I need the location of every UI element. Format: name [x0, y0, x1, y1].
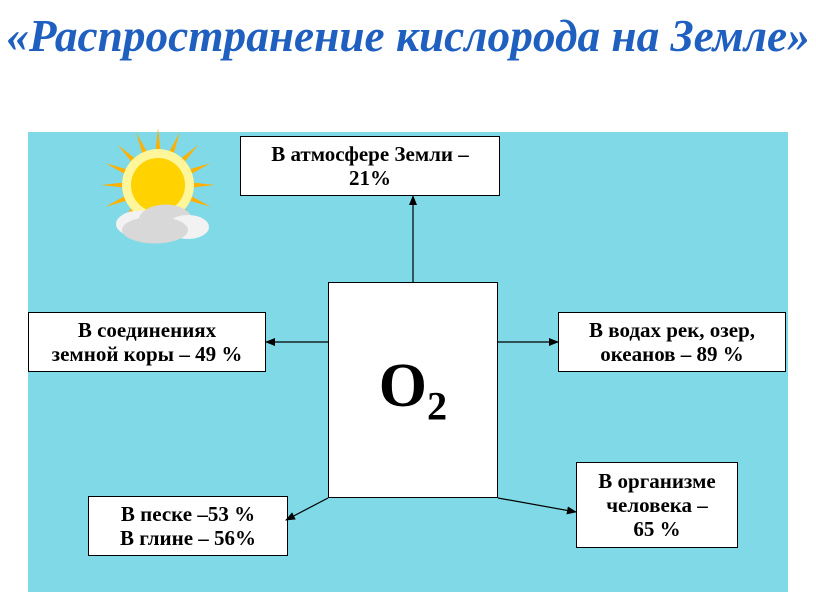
box-crust: В соединениях земной коры – 49 % — [28, 312, 266, 372]
waters-line1: В водах рек, озер, — [589, 318, 755, 342]
human-line1: В организме — [598, 469, 715, 493]
center-formula-box: О2 — [328, 282, 498, 498]
atmosphere-line1: В атмосфере Земли – — [271, 142, 469, 166]
human-line2: человека – — [606, 493, 708, 517]
box-waters: В водах рек, озер, океанов – 89 % — [558, 312, 786, 372]
box-human: В организме человека – 65 % — [576, 462, 738, 548]
slide: «Распространение кислорода на Земле» — [0, 0, 816, 613]
formula-main: О — [379, 352, 427, 420]
sand-line1: В песке –53 % — [121, 502, 255, 526]
sun-cloud-art — [83, 122, 233, 272]
box-atmosphere: В атмосфере Земли – 21% — [240, 136, 500, 196]
box-sand-clay: В песке –53 % В глине – 56% — [88, 496, 288, 556]
center-formula: О2 — [379, 351, 447, 429]
sun-icon — [83, 122, 233, 272]
human-line3: 65 % — [633, 517, 680, 541]
formula-sub: 2 — [427, 383, 447, 428]
crust-line1: В соединениях — [78, 318, 216, 342]
title-text: «Распространение кислорода на Земле» — [6, 11, 810, 61]
waters-line2: океанов – 89 % — [600, 342, 744, 366]
atmosphere-line2: 21% — [349, 166, 391, 190]
sand-line2: В глине – 56% — [120, 526, 256, 550]
crust-line2: земной коры – 49 % — [52, 342, 243, 366]
page-title: «Распространение кислорода на Земле» — [0, 12, 816, 62]
diagram: О2 В атмосфере Земли – 21% В соединениях… — [28, 132, 788, 592]
